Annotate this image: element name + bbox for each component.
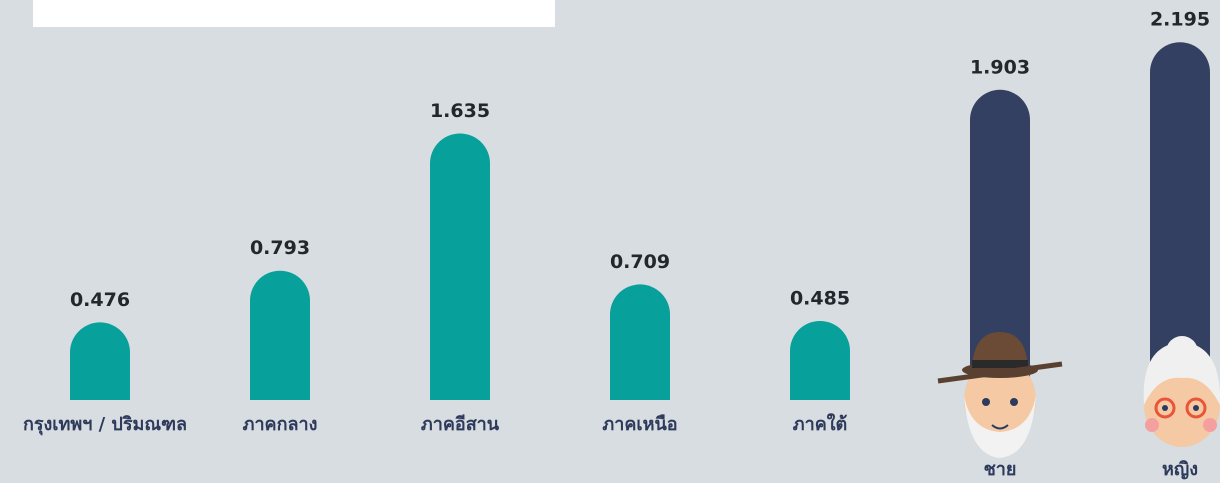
value-label: 0.485 [790, 287, 850, 309]
bars [70, 42, 1210, 401]
category-label: ภาคกลาง [243, 414, 318, 435]
value-label: 1.635 [430, 100, 490, 122]
category-label: ชาย [984, 459, 1017, 480]
category-label: ภาคใต้ [793, 413, 848, 435]
man-face [937, 332, 1063, 458]
bar [610, 284, 670, 400]
bar [1150, 42, 1210, 401]
category-label: ภาคเหนือ [602, 414, 677, 435]
bar [790, 320, 850, 400]
category-label: กรุงเทพฯ / ปริมณฑล [23, 414, 187, 436]
value-label: 0.793 [250, 237, 310, 259]
bar [70, 322, 130, 400]
value-label: 0.709 [610, 251, 670, 273]
header-box [33, 0, 555, 27]
category-label: ภาคอีสาน [421, 414, 500, 435]
bar [970, 89, 1030, 400]
bar [430, 133, 490, 400]
bar [250, 270, 310, 400]
category-label: หญิง [1162, 459, 1198, 480]
woman-face [1143, 336, 1220, 447]
value-label: 1.903 [970, 56, 1030, 78]
value-label: 0.476 [70, 289, 130, 311]
value-label: 2.195 [1150, 9, 1210, 31]
